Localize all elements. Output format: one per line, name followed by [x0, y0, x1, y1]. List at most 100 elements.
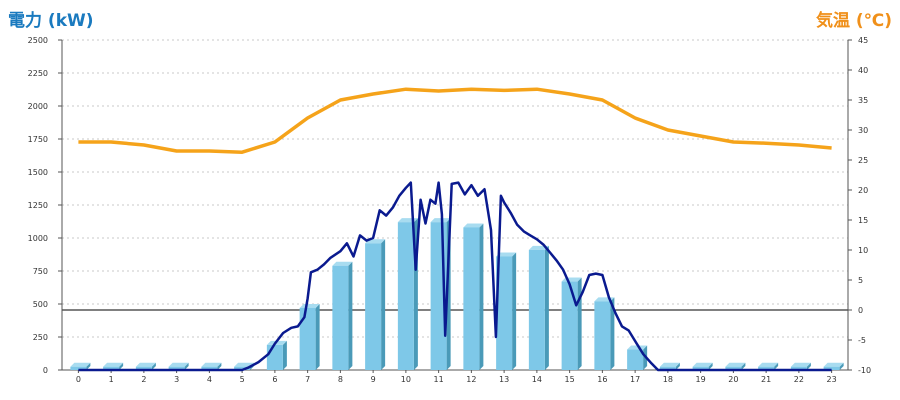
- bar-top: [659, 362, 680, 367]
- bar-front: [659, 366, 676, 370]
- bar-series: [70, 218, 844, 370]
- bar-top: [463, 223, 484, 228]
- bar: [201, 362, 222, 370]
- bar-side: [675, 362, 680, 370]
- bar-top: [70, 362, 91, 367]
- bar-side: [184, 362, 189, 370]
- bar-side: [479, 223, 484, 370]
- right-tick-label: 10: [858, 246, 868, 255]
- right-tick-label: 35: [858, 96, 868, 105]
- temperature-line: [78, 87, 832, 154]
- right-tick-label: 25: [858, 156, 868, 165]
- bar-side: [315, 303, 320, 370]
- bar: [725, 362, 746, 370]
- x-tick-label: 2: [141, 375, 146, 384]
- bar-top: [103, 362, 124, 367]
- bar-side: [774, 362, 779, 370]
- bar-side: [151, 362, 156, 370]
- bar-front: [103, 366, 120, 370]
- bar-top: [135, 362, 156, 367]
- bar-front: [594, 301, 611, 370]
- bar: [659, 362, 680, 370]
- bar-front: [692, 366, 709, 370]
- axes: 02505007501000125015001750200022502500-1…: [28, 36, 871, 384]
- bar-front: [496, 256, 513, 370]
- x-tick-label: 12: [466, 375, 476, 384]
- bar-front: [528, 249, 545, 370]
- left-tick-label: 1750: [28, 135, 48, 144]
- bar: [463, 223, 484, 370]
- left-tick-label: 1500: [28, 168, 48, 177]
- bar-side: [512, 252, 517, 370]
- bar: [496, 252, 517, 370]
- left-tick-label: 2250: [28, 69, 48, 78]
- x-tick-label: 5: [240, 375, 245, 384]
- bar-top: [332, 261, 353, 266]
- bar-top: [430, 218, 451, 223]
- bar-front: [201, 366, 218, 370]
- right-tick-label: 40: [858, 66, 868, 75]
- grid-lines: [62, 39, 848, 338]
- bar: [758, 362, 779, 370]
- left-tick-label: 2500: [28, 36, 48, 45]
- bar-top: [758, 362, 779, 367]
- bar-top: [725, 362, 746, 367]
- bar: [823, 362, 844, 370]
- bar-side: [348, 261, 353, 370]
- bar-front: [790, 366, 807, 370]
- right-tick-label: -5: [858, 336, 866, 345]
- x-tick-label: 11: [434, 375, 444, 384]
- bar-front: [299, 307, 316, 370]
- x-tick-label: 1: [109, 375, 114, 384]
- bar-front: [627, 349, 644, 370]
- bar-front: [397, 222, 414, 370]
- bar-front: [758, 366, 775, 370]
- x-tick-label: 10: [401, 375, 411, 384]
- bar-top: [790, 362, 811, 367]
- x-tick-label: 16: [597, 375, 607, 384]
- left-axis-title: 電力 (kW): [8, 11, 94, 31]
- bar-front: [725, 366, 742, 370]
- right-tick-label: 15: [858, 216, 868, 225]
- bar-top: [496, 252, 517, 257]
- left-tick-label: 1250: [28, 201, 48, 210]
- x-tick-label: 6: [272, 375, 277, 384]
- right-tick-label: -10: [858, 366, 871, 375]
- x-tick-label: 19: [696, 375, 706, 384]
- bar-side: [86, 362, 91, 370]
- bar-top: [692, 362, 713, 367]
- left-tick-label: 2000: [28, 102, 48, 111]
- right-axis-title: 気温 (℃): [815, 11, 892, 31]
- bar-side: [839, 362, 844, 370]
- x-tick-label: 22: [794, 375, 804, 384]
- left-tick-label: 500: [33, 300, 48, 309]
- bar-top: [201, 362, 222, 367]
- bar-front: [234, 366, 251, 370]
- bar-side: [741, 362, 746, 370]
- bar-top: [234, 362, 255, 367]
- right-tick-label: 45: [858, 36, 868, 45]
- right-tick-label: 0: [858, 306, 863, 315]
- bar-side: [806, 362, 811, 370]
- bar: [692, 362, 713, 370]
- bar-side: [119, 362, 124, 370]
- x-tick-label: 23: [827, 375, 837, 384]
- bar: [528, 245, 549, 370]
- bar-side: [282, 340, 287, 370]
- right-tick-label: 30: [858, 126, 868, 135]
- x-tick-label: 15: [565, 375, 575, 384]
- bar: [168, 362, 189, 370]
- x-tick-label: 7: [305, 375, 310, 384]
- bar: [332, 261, 353, 370]
- x-tick-label: 17: [630, 375, 640, 384]
- right-tick-label: 5: [858, 276, 863, 285]
- bar-side: [577, 277, 582, 370]
- bar-front: [135, 366, 152, 370]
- line-series: [78, 87, 832, 372]
- bar-top: [168, 362, 189, 367]
- bar-front: [168, 366, 185, 370]
- bar-side: [217, 362, 222, 370]
- bar: [135, 362, 156, 370]
- x-tick-label: 9: [371, 375, 376, 384]
